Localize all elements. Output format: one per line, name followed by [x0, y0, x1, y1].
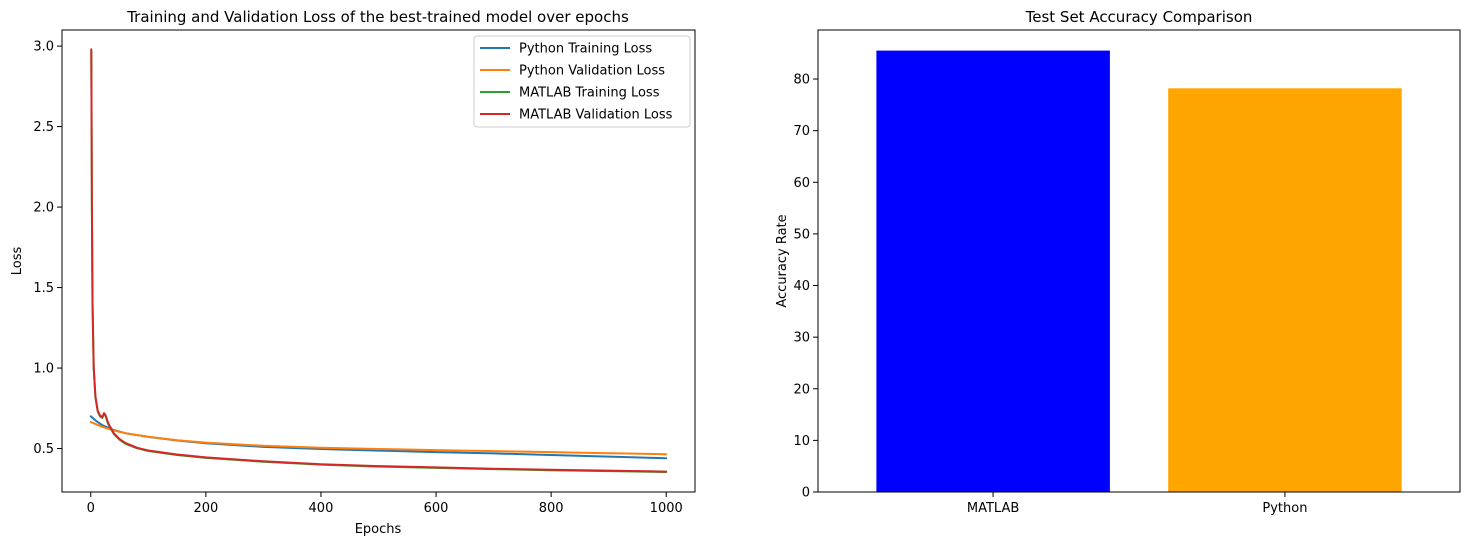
loss-chart-frame	[61, 29, 696, 493]
accuracy-chart-title: Test Set Accuracy Comparison	[1025, 8, 1253, 26]
y-tick-label: 0	[802, 486, 810, 501]
x-tick-label: 0	[87, 501, 95, 516]
x-tick-label: Python	[1262, 501, 1307, 516]
accuracy-chart: Test Set Accuracy Comparison MATLAB Pytho…	[775, 8, 1461, 516]
loss-chart-xlabel: Epochs	[355, 522, 402, 537]
legend-box	[473, 35, 691, 128]
series-line-1	[89, 421, 668, 456]
y-tick-label: 1.0	[33, 362, 54, 377]
y-tick-label: 1.5	[33, 281, 54, 296]
legend-label: Python Training Loss	[519, 42, 652, 57]
bar-python	[1168, 88, 1402, 493]
accuracy-chart-frame	[817, 29, 1461, 493]
loss-chart-lines	[89, 48, 668, 473]
bar-matlab	[876, 50, 1110, 492]
accuracy-chart-y-ticks: 0 10 20 30 40 50 60 70 80	[793, 73, 818, 501]
y-tick-label: 80	[793, 73, 810, 88]
y-tick-label: 10	[793, 434, 810, 449]
y-tick-label: 2.0	[33, 201, 54, 216]
x-tick-label: 200	[193, 501, 218, 516]
loss-chart-x-ticks: 0 200 400 600 800 1000	[87, 492, 683, 516]
x-tick-label: 600	[424, 501, 449, 516]
y-tick-label: 60	[793, 176, 810, 191]
loss-chart-title: Training and Validation Loss of the best…	[126, 8, 629, 26]
y-tick-label: 40	[793, 279, 810, 294]
y-tick-label: 50	[793, 227, 810, 242]
loss-chart-y-ticks: 0.5 1.0 1.5 2.0 2.5 3.0	[33, 40, 62, 457]
x-tick-label: MATLAB	[967, 501, 1019, 516]
loss-chart-ylabel: Loss	[10, 247, 25, 276]
legend-label: Python Validation Loss	[519, 64, 665, 79]
loss-chart: Training and Validation Loss of the best…	[10, 8, 696, 537]
accuracy-chart-ylabel: Accuracy Rate	[775, 214, 790, 307]
x-tick-label: 400	[309, 501, 334, 516]
y-tick-label: 20	[793, 382, 810, 397]
x-tick-label: 1000	[650, 501, 683, 516]
loss-chart-legend: Python Training Loss Python Validation Lo…	[473, 35, 691, 128]
legend-label: MATLAB Training Loss	[519, 86, 660, 101]
y-tick-label: 2.5	[33, 120, 54, 135]
y-tick-label: 3.0	[33, 40, 54, 55]
legend-label: MATLAB Validation Loss	[519, 108, 673, 123]
accuracy-chart-x-ticks: MATLAB Python	[967, 492, 1307, 516]
y-tick-label: 30	[793, 331, 810, 346]
y-tick-label: 70	[793, 124, 810, 139]
accuracy-chart-bars	[876, 50, 1402, 493]
series-line-3	[90, 48, 668, 473]
x-tick-label: 800	[539, 501, 564, 516]
y-tick-label: 0.5	[33, 442, 54, 457]
